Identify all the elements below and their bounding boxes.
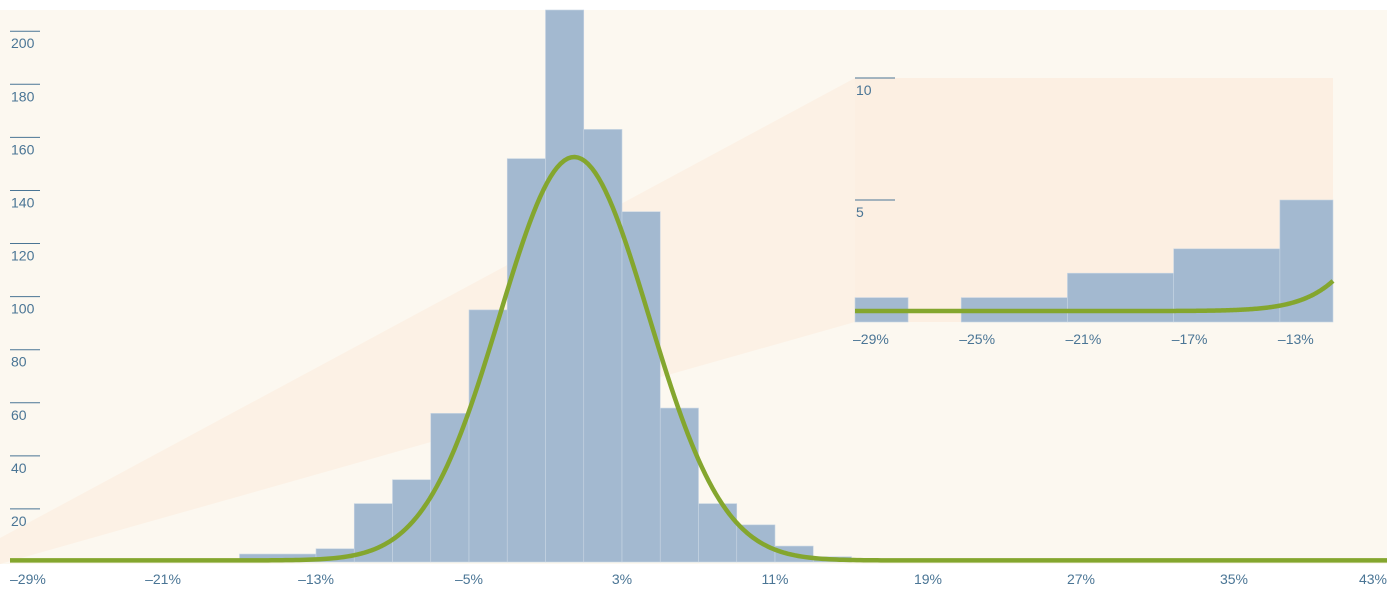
main-x-tick-label: 35% <box>1220 571 1248 587</box>
main-curve-layer <box>10 154 1387 563</box>
main-y-tick-label: 60 <box>11 407 27 423</box>
main-bar <box>621 211 661 563</box>
main-y-tick-labels: 20 40 60 80 100 120 140 160 180 200 <box>11 35 35 529</box>
main-y-tick-label: 80 <box>11 354 27 370</box>
inset-zoom-chart: 5 10 –29% –25% –21% –17% –13% <box>853 77 1335 347</box>
inset-bar <box>1067 272 1174 323</box>
main-x-tick-label: 3% <box>612 571 632 587</box>
inset-normal-curve <box>853 279 1335 314</box>
inset-y-tick-labels: 5 10 <box>856 82 872 220</box>
inset-x-tick-label: –25% <box>959 331 995 347</box>
main-x-tick-label: 19% <box>914 571 942 587</box>
main-x-tick-label: –13% <box>298 571 334 587</box>
main-bar <box>506 158 546 563</box>
main-x-tick-label: –21% <box>145 571 181 587</box>
main-x-tick-label: 11% <box>762 571 789 587</box>
inset-x-tick-label: –13% <box>1278 331 1314 347</box>
main-bar <box>545 9 585 563</box>
inset-x-tick-label: –17% <box>1172 331 1208 347</box>
main-x-tick-label: 43% <box>1359 571 1387 587</box>
main-x-tick-label: –29% <box>10 571 46 587</box>
inset-curve-layer <box>853 279 1335 314</box>
inset-x-tick-labels: –29% –25% –21% –17% –13% <box>853 331 1314 347</box>
main-y-tick-lines <box>10 30 40 510</box>
main-y-tick-label: 160 <box>11 141 35 157</box>
main-bar <box>698 503 738 563</box>
inset-x-tick-label: –21% <box>1065 331 1101 347</box>
inset-y-tick-label: 10 <box>856 82 872 98</box>
main-y-tick-label: 180 <box>11 88 35 104</box>
main-y-tick-label: 140 <box>11 194 35 210</box>
inset-x-tick-label: –29% <box>853 331 889 347</box>
main-y-tick-label: 100 <box>11 301 35 317</box>
main-normal-curve <box>10 154 1387 563</box>
inset-y-tick-label: 5 <box>856 204 864 220</box>
main-y-tick-label: 200 <box>11 35 35 51</box>
main-bar <box>583 129 623 563</box>
main-y-tick-label: 20 <box>11 513 27 529</box>
main-y-tick-label: 120 <box>11 248 35 264</box>
main-x-tick-label: 27% <box>1067 571 1095 587</box>
main-x-tick-label: –5% <box>455 571 483 587</box>
main-y-tick-label: 40 <box>11 460 27 476</box>
main-x-tick-labels: –29% –21% –13% –5% 3% 11% 19% 27% 35% 43… <box>10 571 1387 587</box>
main-bar <box>659 407 699 563</box>
inset-y-tick-lines <box>855 77 895 201</box>
